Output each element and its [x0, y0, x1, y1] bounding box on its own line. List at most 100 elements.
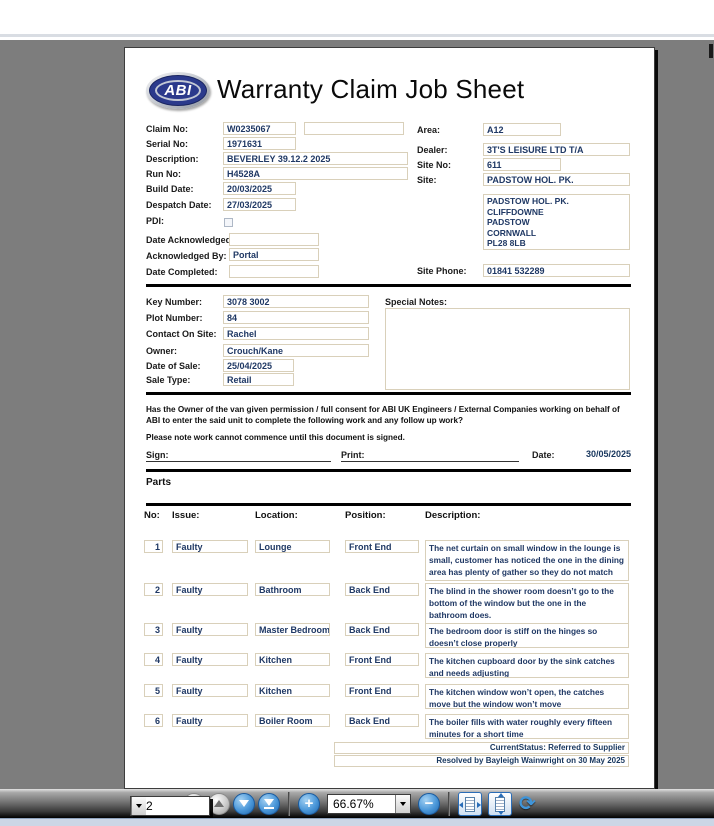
consent-note: Please note work cannot commence until t…: [146, 433, 405, 442]
part-description: The blind in the shower room doesn’t go …: [425, 583, 629, 624]
dealer-label: Dealer:: [417, 145, 448, 155]
site-label: Site:: [417, 175, 437, 185]
page-select[interactable]: 1/2: [130, 796, 210, 816]
part-issue: Faulty: [172, 623, 248, 636]
arrow-left-icon: [459, 801, 463, 808]
build-date-field: 20/03/2025: [223, 182, 296, 195]
site-phone-label: Site Phone:: [417, 266, 467, 276]
part-no: 6: [144, 714, 163, 727]
page-icon: [465, 796, 475, 812]
previous-page-button[interactable]: [208, 792, 230, 815]
col-header-description: Description:: [425, 510, 481, 521]
section-divider: [146, 392, 631, 395]
part-position: Front End: [345, 684, 419, 697]
acknowledged-by-field: Portal: [229, 248, 319, 261]
run-no-label: Run No:: [146, 169, 181, 179]
col-header-location: Location:: [255, 510, 298, 521]
arrow-up-icon: [214, 800, 224, 807]
toolbar-separator: [448, 791, 450, 816]
status-badge: CurrentStatus: Referred to Supplier: [334, 742, 629, 754]
plot-number-label: Plot Number:: [146, 313, 203, 323]
zoom-in-button[interactable]: +: [298, 792, 320, 815]
last-page-button[interactable]: [258, 792, 280, 815]
bottom-status-strip: [0, 818, 714, 826]
part-issue: Faulty: [172, 583, 248, 596]
zoom-select[interactable]: 66.67%: [327, 793, 411, 814]
part-description: The kitchen window won’t open, the catch…: [425, 684, 629, 709]
part-no: 3: [144, 623, 163, 636]
plus-icon: +: [304, 795, 314, 812]
part-position: Back End: [345, 583, 419, 596]
sign-line: [146, 461, 331, 462]
part-description: The boiler fills with water roughly ever…: [425, 714, 629, 739]
arrow-down-icon: [264, 798, 274, 806]
page-title: Warranty Claim Job Sheet: [217, 74, 525, 104]
contact-on-site-label: Contact On Site:: [146, 329, 217, 339]
key-number-field: 3078 3002: [223, 295, 369, 308]
minus-icon: −: [424, 795, 434, 812]
abi-logo: ABI: [146, 72, 210, 109]
owner-field: Crouch/Kane: [223, 344, 369, 357]
despatch-date-label: Despatch Date:: [146, 200, 212, 210]
site-address-field: PADSTOW HOL. PK. CLIFFDOWNE PADSTOW CORN…: [483, 194, 630, 250]
fit-width-button[interactable]: [458, 791, 482, 816]
date-completed-label: Date Completed:: [146, 267, 218, 277]
description-field: BEVERLEY 39.12.2 2025: [223, 152, 408, 165]
toolbar-separator: [288, 791, 290, 816]
plot-number-field: 84: [223, 311, 369, 324]
key-number-label: Key Number:: [146, 297, 203, 307]
site-field: PADSTOW HOL. PK.: [483, 173, 630, 186]
acknowledged-by-label: Acknowledged By:: [146, 251, 227, 261]
claim-no-field: W0235067: [223, 122, 296, 135]
print-line: [341, 461, 519, 462]
date-of-sale-field: 25/04/2025: [223, 359, 294, 372]
area-label: Area:: [417, 125, 441, 135]
site-phone-field: 01841 532289: [483, 264, 630, 277]
owner-label: Owner:: [146, 346, 178, 356]
build-date-label: Build Date:: [146, 184, 194, 194]
special-notes-field: [385, 308, 630, 390]
page-select-dropdown[interactable]: [131, 797, 146, 815]
abi-logo-oval: ABI: [149, 75, 207, 106]
arrow-down-icon: [239, 800, 249, 807]
dealer-field: 3T'S LEISURE LTD T/A: [483, 143, 630, 156]
zoom-select-dropdown[interactable]: [395, 794, 410, 813]
date-acknowledged-field: [229, 233, 319, 246]
next-page-button[interactable]: [233, 792, 255, 815]
site-no-label: Site No:: [417, 160, 452, 170]
part-location: Master Bedroom: [255, 623, 330, 636]
zoom-out-button[interactable]: −: [418, 792, 440, 815]
col-header-no: No:: [144, 510, 160, 521]
part-no: 2: [144, 583, 163, 596]
part-description: The bedroom door is stiff on the hinges …: [425, 623, 629, 648]
area-field: A12: [483, 123, 561, 136]
part-issue: Faulty: [172, 653, 248, 666]
claim-no-label: Claim No:: [146, 124, 189, 134]
part-location: Boiler Room: [255, 714, 330, 727]
abi-logo-ring: [155, 80, 201, 101]
last-page-icon: [264, 806, 274, 809]
refresh-button[interactable]: ⟳: [519, 792, 536, 815]
part-issue: Faulty: [172, 540, 248, 553]
report-viewer-canvas: ABI Warranty Claim Job Sheet Claim No: W…: [0, 40, 714, 789]
part-position: Front End: [345, 653, 419, 666]
document-page: ABI Warranty Claim Job Sheet Claim No: W…: [124, 47, 655, 789]
date-acknowledged-label: Date Acknowledged:: [146, 235, 235, 245]
sale-type-label: Sale Type:: [146, 375, 191, 385]
part-position: Back End: [345, 714, 419, 727]
part-no: 1: [144, 540, 163, 553]
special-notes-label: Special Notes:: [385, 297, 448, 307]
chevron-down-icon: [400, 801, 406, 806]
part-location: Lounge: [255, 540, 330, 553]
description-label: Description:: [146, 154, 199, 164]
part-location: Kitchen: [255, 684, 330, 697]
page-edge-artifact: [709, 44, 713, 58]
part-location: Kitchen: [255, 653, 330, 666]
zoom-select-value: 66.67%: [333, 796, 374, 811]
fit-page-button[interactable]: [488, 791, 512, 816]
date-of-sale-label: Date of Sale:: [146, 361, 201, 371]
part-location: Bathroom: [255, 583, 330, 596]
chevron-down-icon: [136, 804, 142, 808]
arrow-up-icon: [498, 792, 504, 797]
part-position: Front End: [345, 540, 419, 553]
